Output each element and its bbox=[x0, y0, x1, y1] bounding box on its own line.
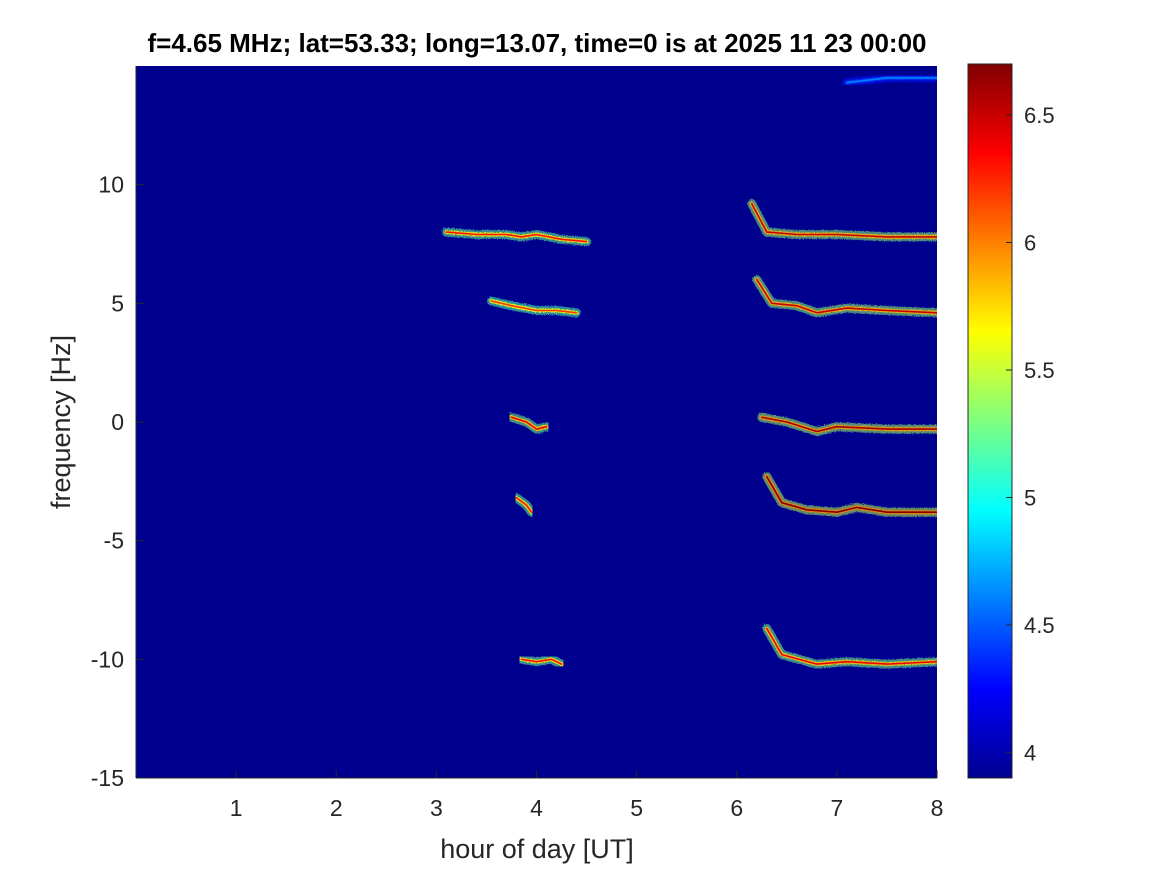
trace-line bbox=[445, 231, 588, 243]
x-tick-label: 1 bbox=[230, 795, 243, 821]
plot-area bbox=[136, 66, 937, 778]
trace-line bbox=[765, 627, 937, 665]
y-tick-label: -15 bbox=[91, 765, 124, 791]
x-axis: 1 2 3 4 5 6 7 8 bbox=[136, 770, 943, 821]
trace-line bbox=[755, 278, 937, 314]
x-tick-label: 4 bbox=[530, 795, 543, 821]
y-tick-label: 5 bbox=[111, 290, 124, 316]
colorbar-tick-label: 6 bbox=[1024, 231, 1036, 256]
trace-line bbox=[510, 416, 548, 430]
colorbar-tick-label: 5 bbox=[1024, 486, 1036, 511]
chart-title: f=4.65 MHz; lat=53.33; long=13.07, time=… bbox=[147, 28, 926, 58]
x-tick-label: 7 bbox=[830, 795, 843, 821]
colorbar-tick-label: 6.5 bbox=[1024, 103, 1055, 128]
trace-line bbox=[515, 497, 533, 514]
x-tick-label: 8 bbox=[931, 795, 944, 821]
x-tick-label: 5 bbox=[630, 795, 643, 821]
y-tick-label: -5 bbox=[104, 528, 124, 554]
y-tick-label: 0 bbox=[111, 409, 124, 435]
trace-line bbox=[765, 475, 937, 514]
x-tick-label: 3 bbox=[430, 795, 443, 821]
x-axis-label: hour of day [UT] bbox=[440, 834, 634, 864]
colorbar bbox=[967, 63, 1013, 779]
trace-line bbox=[520, 658, 563, 665]
trace-layer bbox=[441, 73, 937, 669]
colorbar-ticks: 4 4.5 5 5.5 6 6.5 bbox=[1006, 103, 1055, 766]
colorbar-tick-label: 4.5 bbox=[1024, 613, 1055, 638]
trace-line bbox=[760, 416, 937, 433]
colorbar-tick-label: 4 bbox=[1024, 741, 1036, 766]
trace-line bbox=[490, 300, 578, 314]
x-tick-label: 6 bbox=[730, 795, 743, 821]
x-tick-label: 2 bbox=[330, 795, 343, 821]
y-tick-label: 10 bbox=[98, 172, 124, 198]
y-tick-label: -10 bbox=[91, 646, 124, 672]
y-axis: -15 -10 -5 0 5 10 bbox=[91, 66, 144, 791]
trace-line bbox=[846, 77, 937, 84]
colorbar-tick-label: 5.5 bbox=[1024, 358, 1055, 383]
y-axis-label: frequency [Hz] bbox=[46, 335, 76, 509]
trace-line bbox=[750, 202, 937, 238]
